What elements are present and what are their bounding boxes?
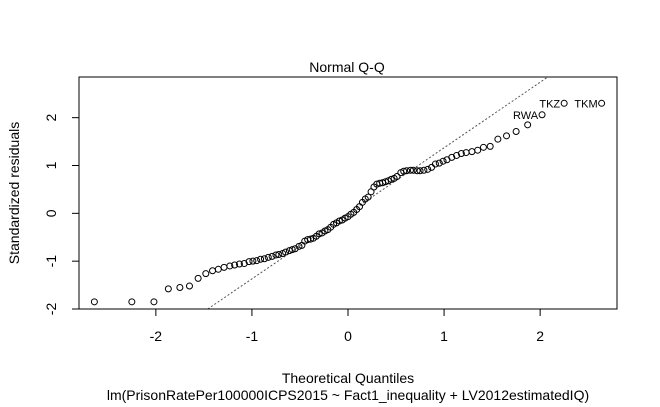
data-point bbox=[257, 255, 265, 263]
data-point bbox=[282, 248, 290, 256]
data-point bbox=[249, 257, 257, 265]
data-point bbox=[268, 252, 276, 260]
x-tick-label: 1 bbox=[440, 328, 448, 344]
data-point bbox=[288, 246, 296, 254]
data-point bbox=[400, 167, 408, 175]
x-axis: -2 -1 0 1 2 bbox=[150, 308, 544, 344]
chart-title: Normal Q-Q bbox=[309, 59, 385, 75]
data-point bbox=[387, 175, 395, 183]
point-label: TKM bbox=[574, 98, 597, 110]
data-point bbox=[295, 242, 303, 250]
point-label: TKZ bbox=[539, 98, 560, 110]
y-tick-label: 2 bbox=[43, 114, 59, 122]
data-point bbox=[315, 230, 323, 238]
x-tick-label: -1 bbox=[246, 328, 259, 344]
data-point bbox=[335, 217, 343, 225]
data-point bbox=[524, 121, 532, 129]
y-axis: -2 -1 0 1 2 bbox=[43, 114, 80, 316]
data-point bbox=[150, 298, 158, 306]
data-point bbox=[220, 263, 228, 271]
data-point bbox=[226, 262, 234, 270]
data-point bbox=[231, 261, 239, 269]
y-tick-label: -2 bbox=[43, 303, 59, 316]
point-label: RWA bbox=[513, 110, 539, 122]
data-point bbox=[503, 132, 511, 140]
subtitle: lm(PrisonRatePer100000ICPS2015 ~ Fact1_i… bbox=[107, 387, 589, 403]
data-point bbox=[245, 258, 253, 266]
data-points-group bbox=[90, 99, 606, 306]
data-point bbox=[560, 99, 568, 107]
data-point bbox=[176, 283, 184, 291]
data-point bbox=[128, 298, 136, 306]
data-point bbox=[420, 166, 428, 174]
data-point bbox=[479, 143, 487, 151]
data-point bbox=[431, 160, 439, 168]
data-point bbox=[416, 167, 424, 175]
data-point bbox=[598, 99, 606, 107]
data-point bbox=[406, 166, 414, 174]
x-tick-label: 2 bbox=[536, 328, 544, 344]
data-point bbox=[364, 193, 372, 201]
data-point bbox=[403, 167, 411, 175]
data-point bbox=[409, 166, 417, 174]
reference-line-group bbox=[207, 76, 549, 310]
data-point bbox=[468, 148, 476, 156]
data-point bbox=[538, 111, 546, 119]
data-point bbox=[90, 298, 98, 306]
y-tick-label: -1 bbox=[43, 255, 59, 268]
data-point bbox=[435, 159, 443, 167]
data-point bbox=[240, 260, 248, 268]
data-point bbox=[194, 274, 202, 282]
data-point bbox=[202, 270, 210, 278]
data-point bbox=[164, 285, 172, 293]
x-tick-label: -2 bbox=[150, 328, 163, 344]
data-point bbox=[424, 165, 432, 173]
data-point bbox=[291, 245, 299, 253]
data-point bbox=[209, 267, 217, 275]
data-point bbox=[512, 128, 520, 136]
qq-reference-line bbox=[207, 76, 549, 310]
data-point bbox=[264, 253, 272, 261]
data-point bbox=[272, 251, 280, 259]
data-point bbox=[253, 257, 261, 265]
data-point bbox=[486, 142, 494, 150]
y-axis-label: Standardized residuals bbox=[6, 122, 22, 264]
data-point bbox=[307, 235, 315, 243]
data-point bbox=[235, 260, 243, 268]
data-point bbox=[439, 157, 447, 165]
data-point bbox=[474, 146, 482, 154]
data-point bbox=[260, 255, 268, 263]
data-point bbox=[494, 135, 502, 143]
data-point bbox=[457, 150, 465, 158]
y-tick-label: 0 bbox=[43, 209, 59, 217]
y-tick-label: 1 bbox=[43, 161, 59, 169]
data-point bbox=[413, 167, 421, 175]
data-point bbox=[393, 172, 401, 180]
x-axis-label: Theoretical Quantiles bbox=[282, 370, 414, 386]
data-point bbox=[275, 250, 283, 258]
data-point bbox=[381, 178, 389, 186]
data-point bbox=[448, 153, 456, 161]
data-point bbox=[453, 151, 461, 159]
data-point bbox=[185, 282, 193, 290]
data-point bbox=[214, 265, 222, 273]
x-tick-label: 0 bbox=[344, 328, 352, 344]
